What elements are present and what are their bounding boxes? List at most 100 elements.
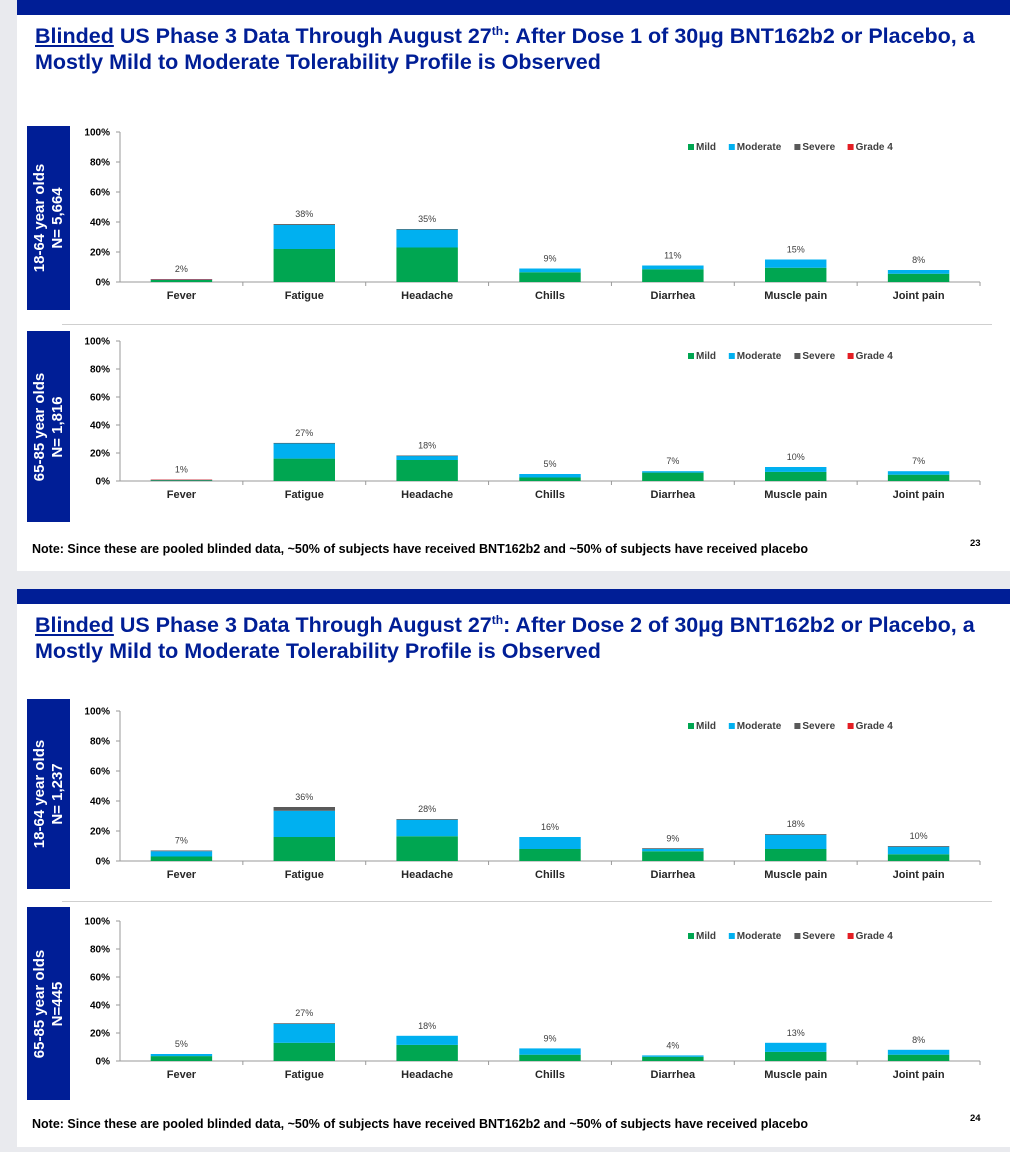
x-tick-label: Chills (535, 1069, 565, 1081)
bar-segment-mild (396, 460, 458, 481)
legend-label: Grade 4 (856, 351, 894, 362)
data-label: 8% (912, 1035, 925, 1045)
bar-segment-moderate (887, 1049, 950, 1055)
title-underlined: Blinded (35, 613, 114, 637)
y-tick-label: 80% (90, 737, 110, 748)
bar-segment-mild (765, 849, 827, 861)
legend-swatch (688, 144, 694, 150)
legend-label: Severe (802, 721, 835, 732)
x-tick-label: Diarrhea (651, 489, 697, 501)
panel-label-line1: 18-64 year olds (30, 739, 48, 849)
bar-segment-moderate (765, 1042, 827, 1052)
bar-segment-moderate (519, 1048, 581, 1055)
bar-segment-mild (765, 267, 827, 282)
y-tick-label: 0% (96, 278, 111, 289)
y-tick-label: 100% (84, 917, 110, 928)
bar-segment-mild (765, 1051, 827, 1061)
bar-segment-moderate (273, 1023, 335, 1043)
bar-segment-mild (519, 1054, 581, 1061)
legend-swatch (728, 144, 735, 150)
x-tick-label: Chills (535, 489, 565, 501)
panel-divider (62, 901, 992, 902)
y-tick-label: 20% (90, 248, 110, 259)
x-tick-label: Muscle pain (764, 489, 827, 501)
footnote: Note: Since these are pooled blinded dat… (32, 542, 808, 556)
panel-label-age-65-85: 65-85 year olds N= 1,816 (27, 331, 70, 522)
x-tick-label: Headache (401, 1069, 453, 1081)
legend-label: Grade 4 (856, 931, 894, 942)
data-label: 1% (175, 465, 188, 475)
bar-segment-mild (150, 279, 213, 282)
chart-dose1-65-85: 0% 20% 40% 60% 80% 100% 1% Fever 27% Fatigue 18% He… (60, 329, 1000, 509)
x-tick-label: Muscle pain (764, 869, 827, 881)
legend-swatch (728, 353, 735, 359)
data-label: 9% (543, 254, 556, 264)
y-tick-label: 80% (90, 158, 110, 169)
y-tick-label: 80% (90, 945, 110, 956)
y-tick-label: 20% (90, 1029, 110, 1040)
legend-label: Mild (696, 142, 716, 153)
y-tick-label: 40% (90, 1001, 110, 1012)
bar-segment-moderate (642, 265, 704, 270)
x-tick-label: Fatigue (285, 489, 324, 501)
legend-swatch (794, 933, 801, 939)
panel-label-age-65-85: 65-85 year olds N=445 (27, 907, 70, 1100)
x-tick-label: Muscle pain (764, 290, 827, 302)
slide-title: Blinded US Phase 3 Data Through August 2… (35, 23, 995, 75)
x-tick-label: Joint pain (893, 489, 945, 501)
chart-dose2-65-85: 0% 20% 40% 60% 80% 100% 5% Fever 27% Fatigue 18% He… (60, 909, 1000, 1089)
x-tick-label: Fever (167, 489, 197, 501)
slide-top-bar (17, 0, 1010, 15)
title-sup: th (491, 612, 504, 627)
x-tick-label: Diarrhea (651, 1069, 697, 1081)
panel-label-line1: 18-64 year olds (30, 163, 48, 273)
chart-dose2-18-64: 0% 20% 40% 60% 80% 100% 7% Fever 36% Fatigue 28% He… (60, 699, 1000, 889)
title-post: : After Dose 2 of 30µg BNT162b2 or Place… (35, 613, 975, 663)
data-label: 9% (543, 1033, 556, 1043)
bar-segment-moderate (765, 259, 827, 268)
bar-segment-severe (273, 807, 335, 811)
x-tick-label: Fever (167, 1069, 197, 1081)
y-tick-label: 40% (90, 797, 110, 808)
bar-segment-moderate (396, 1035, 458, 1045)
bar-segment-moderate (396, 819, 458, 837)
footnote: Note: Since these are pooled blinded dat… (32, 1117, 808, 1131)
chart-dose1-18-64: 0% 20% 40% 60% 80% 100% 2% Fever 38% Fatigue 35% He… (60, 120, 1000, 310)
bar-segment-mild (642, 1056, 704, 1061)
bar-segment-moderate (519, 268, 581, 273)
data-label: 28% (418, 804, 436, 814)
chart-svg: 0% 20% 40% 60% 80% 100% 2% Fever 38% Fatigue 35% He… (84, 128, 981, 302)
slide-1: Blinded US Phase 3 Data Through August 2… (17, 0, 1010, 571)
bar-segment-mild (273, 1042, 335, 1061)
legend-swatch (794, 144, 801, 150)
chart-svg: 0% 20% 40% 60% 80% 100% 5% Fever 27% Fatigue 18% He… (84, 917, 981, 1081)
panel-label-age-18-64: 18-64 year olds N= 5,664 (27, 126, 70, 310)
panel-label-line1: 65-85 year olds (30, 372, 48, 481)
data-label: 5% (543, 459, 556, 469)
x-tick-label: Diarrhea (651, 290, 697, 302)
slide-top-bar (17, 589, 1010, 604)
legend-swatch (688, 353, 694, 359)
y-tick-label: 40% (90, 421, 110, 432)
x-tick-label: Joint pain (893, 290, 945, 302)
bar-segment-mild (519, 477, 581, 481)
data-label: 27% (295, 1008, 313, 1018)
y-tick-label: 0% (96, 1057, 111, 1068)
bar-segment-mild (396, 836, 458, 861)
data-label: 11% (664, 251, 681, 261)
x-tick-label: Headache (401, 290, 453, 302)
bar-segment-severe (396, 229, 458, 230)
panel-label-age-18-64: 18-64 year olds N= 1,237 (27, 699, 70, 889)
bar-segment-mild (396, 1044, 458, 1061)
bar-segment-mild (273, 837, 335, 861)
x-tick-label: Fatigue (285, 290, 324, 302)
legend-swatch (847, 353, 854, 359)
bar-segment-mild (642, 851, 704, 861)
bar-segment-severe (396, 455, 458, 457)
y-tick-label: 0% (96, 477, 111, 488)
bar-segment-moderate (887, 846, 950, 855)
bar-segment-severe (273, 1023, 335, 1024)
bar-segment-moderate (396, 229, 458, 248)
data-label: 36% (295, 792, 313, 802)
x-tick-label: Fatigue (285, 1069, 324, 1081)
